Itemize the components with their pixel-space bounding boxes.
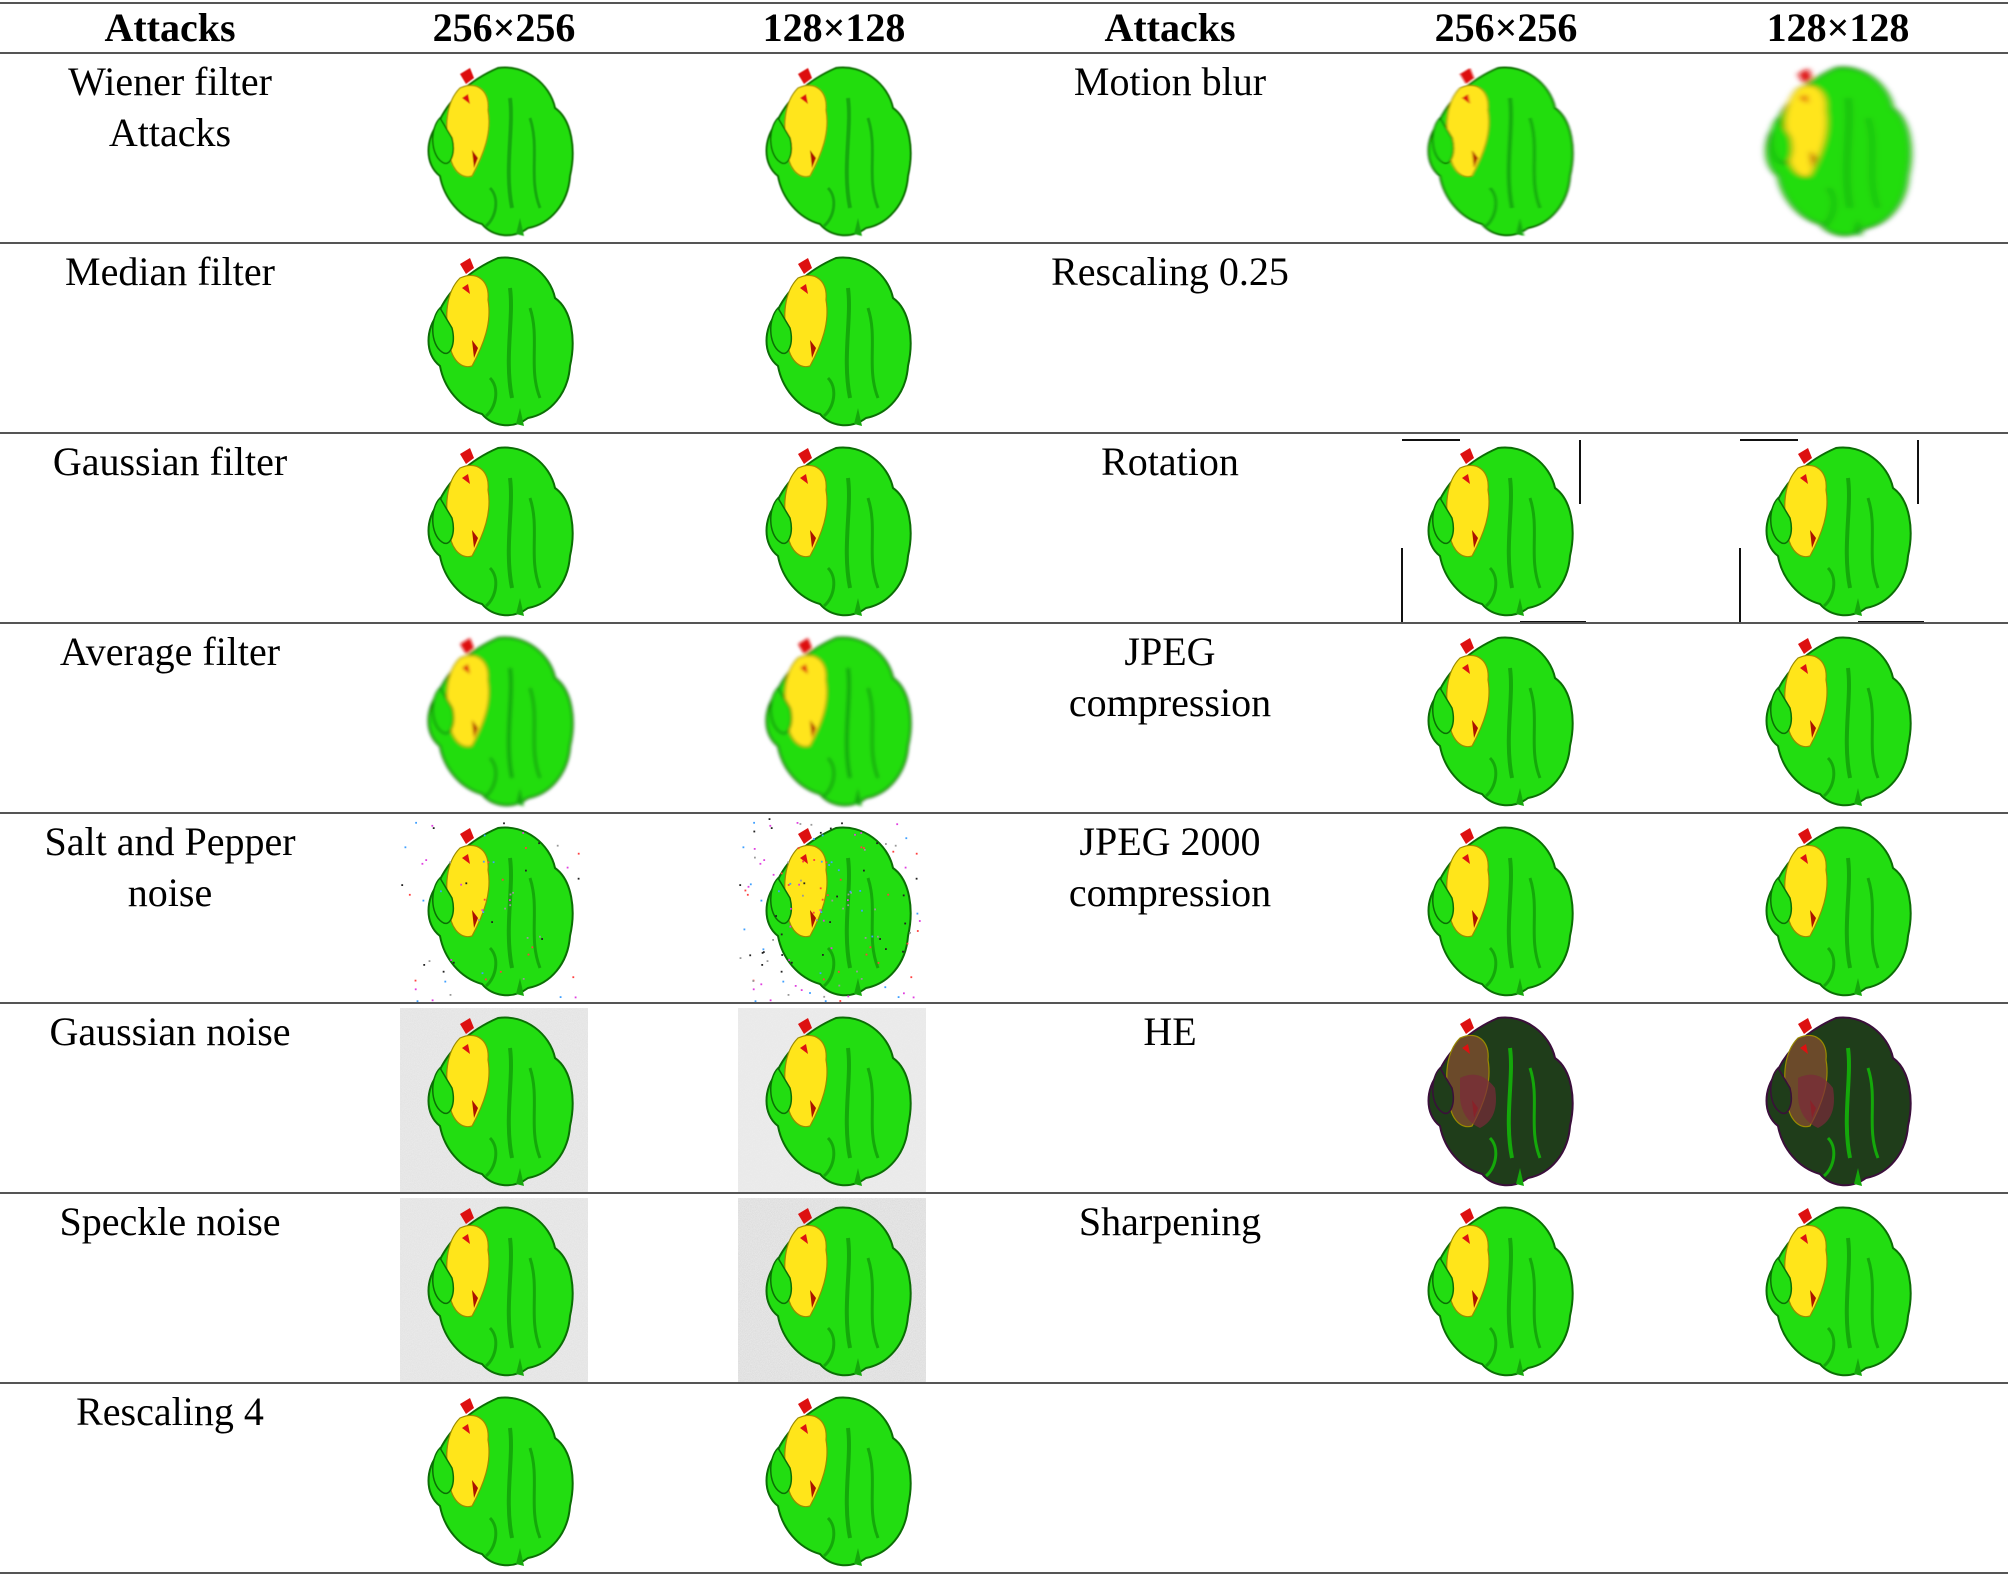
- watermarked-image-128-left-4: [738, 818, 926, 1004]
- attack-label-left-0-line2: Attacks: [108, 110, 232, 155]
- watermarked-image-256-left-6: [400, 1198, 588, 1384]
- watermarked-image-128-right-4: [1738, 818, 1926, 1004]
- watermarked-image-128-right-2: [1738, 438, 1926, 624]
- row-rule: [0, 432, 2008, 434]
- header-attacks-right: Attacks: [1104, 5, 1236, 50]
- table-top-rule: [0, 2, 2008, 4]
- watermarked-image-128-left-2: [738, 438, 926, 624]
- watermarked-image-256-left-3: [400, 628, 588, 814]
- attack-label-left-1: Median filter: [0, 246, 340, 297]
- watermarked-image-128-right-5: [1738, 1008, 1926, 1194]
- attack-label-right-1-line1: Rescaling 0.25: [1051, 249, 1289, 294]
- row-rule: [0, 1192, 2008, 1194]
- watermarked-image-256-right-2: [1400, 438, 1588, 624]
- attack-label-right-5-line1: HE: [1143, 1009, 1197, 1054]
- watermarked-image-128-left-7: [738, 1388, 926, 1574]
- watermarked-image-256-left-4: [400, 818, 588, 1004]
- watermarked-image-256-right-6: [1400, 1198, 1588, 1384]
- watermarked-image-128-left-6: [738, 1198, 926, 1384]
- header-256-left: 256×256: [432, 5, 576, 50]
- watermarked-image-128-left-1: [738, 248, 926, 434]
- attack-label-left-7-line1: Rescaling 4: [76, 1389, 264, 1434]
- header-256-right: 256×256: [1434, 5, 1578, 50]
- watermarked-image-128-right-3: [1738, 628, 1926, 814]
- watermarked-image-128-right-6: [1738, 1198, 1926, 1384]
- watermarked-image-256-left-1: [400, 248, 588, 434]
- attack-label-right-4: JPEG 2000 compression: [1000, 816, 1340, 918]
- attack-label-right-4-line2: compression: [1068, 870, 1272, 915]
- row-rule: [0, 1382, 2008, 1384]
- attack-label-left-5-line1: Gaussian noise: [49, 1009, 291, 1054]
- attack-label-left-5: Gaussian noise: [0, 1006, 340, 1057]
- attack-label-left-2-line1: Gaussian filter: [52, 439, 288, 484]
- watermarked-image-256-right-4: [1400, 818, 1588, 1004]
- watermarked-image-256-right-1: [1400, 248, 1588, 434]
- header-128-left: 128×128: [762, 5, 906, 50]
- watermarked-image-128-left-0: [738, 58, 926, 244]
- attack-label-left-0: Wiener filter Attacks: [0, 56, 340, 158]
- attack-label-right-4-line1: JPEG 2000: [1079, 819, 1261, 864]
- attack-label-right-3: JPEG compression: [1000, 626, 1340, 728]
- attack-label-left-4-line1: Salt and Pepper: [44, 819, 296, 864]
- watermarked-image-256-left-5: [400, 1008, 588, 1194]
- attack-label-left-4-line2: noise: [127, 870, 213, 915]
- watermarked-image-128-left-3: [738, 628, 926, 814]
- attack-label-left-6-line1: Speckle noise: [59, 1199, 281, 1244]
- attack-label-left-7: Rescaling 4: [0, 1386, 340, 1437]
- watermarked-image-128-left-5: [738, 1008, 926, 1194]
- attack-label-right-0: Motion blur: [1000, 56, 1340, 107]
- attack-label-right-6: Sharpening: [1000, 1196, 1340, 1247]
- watermarked-image-256-right-3: [1400, 628, 1588, 814]
- attack-label-right-1: Rescaling 0.25: [1000, 246, 1340, 297]
- attack-label-right-3-line2: compression: [1068, 680, 1272, 725]
- attack-label-right-2: Rotation: [1000, 436, 1340, 487]
- header-attacks-left: Attacks: [104, 5, 236, 50]
- watermarked-image-128-right-0: [1738, 58, 1926, 244]
- attack-label-left-3-line1: Average filter: [59, 629, 281, 674]
- row-rule: [0, 622, 2008, 624]
- watermarked-image-128-right-1: [1738, 248, 1926, 434]
- attack-label-left-1-line1: Median filter: [65, 249, 275, 294]
- attack-label-right-6-line1: Sharpening: [1078, 1199, 1262, 1244]
- attack-label-left-3: Average filter: [0, 626, 340, 677]
- attack-label-right-3-line1: JPEG: [1124, 629, 1216, 674]
- attack-label-left-6: Speckle noise: [0, 1196, 340, 1247]
- row-rule: [0, 1572, 2008, 1574]
- attack-label-right-2-line1: Rotation: [1101, 439, 1239, 484]
- watermarked-image-256-left-2: [400, 438, 588, 624]
- watermarked-image-256-right-5: [1400, 1008, 1588, 1194]
- header-128-right: 128×128: [1766, 5, 1910, 50]
- attack-label-right-5: HE: [1000, 1006, 1340, 1057]
- watermarked-image-256-left-0: [400, 58, 588, 244]
- attack-label-left-0-line1: Wiener filter: [68, 59, 272, 104]
- attack-label-left-2: Gaussian filter: [0, 436, 340, 487]
- header-rule: [0, 52, 2008, 54]
- attack-label-right-0-line1: Motion blur: [1073, 59, 1267, 104]
- watermarked-image-256-left-7: [400, 1388, 588, 1574]
- row-rule: [0, 812, 2008, 814]
- watermarked-image-256-right-0: [1400, 58, 1588, 244]
- attack-label-left-4: Salt and Pepper noise: [0, 816, 340, 918]
- row-rule: [0, 1002, 2008, 1004]
- row-rule: [0, 242, 2008, 244]
